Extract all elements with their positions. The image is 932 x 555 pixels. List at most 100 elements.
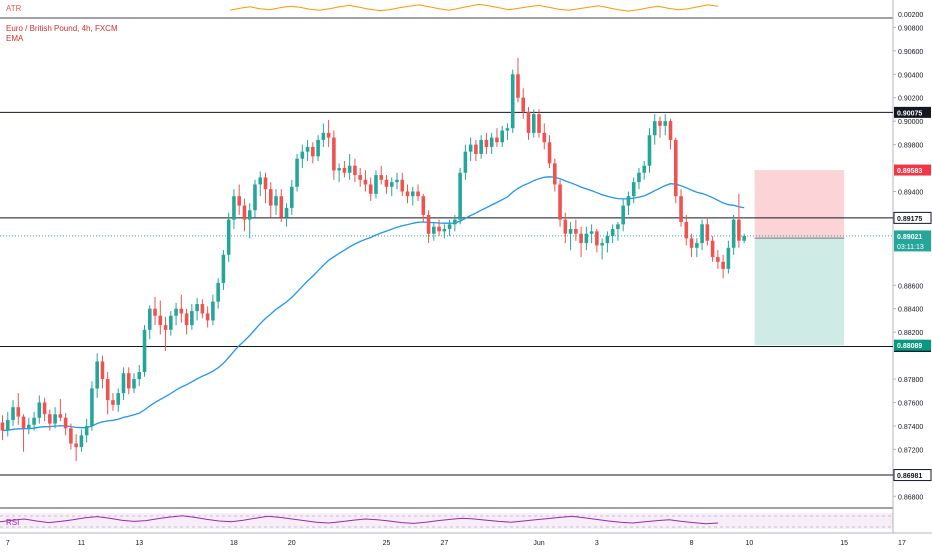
atr-legend: ATR (6, 4, 22, 13)
level-tag-3-bg (893, 469, 932, 482)
candle-83 (437, 219, 441, 237)
candle-body (474, 144, 478, 154)
candle-71 (374, 170, 378, 199)
rsi-line (0, 515, 719, 525)
date-label: 11 (78, 540, 85, 547)
candle-95 (500, 125, 504, 147)
candle-134 (705, 217, 710, 246)
level-tag-3[interactable]: 0.86981 (893, 469, 932, 482)
candle-body (247, 210, 252, 220)
candle-88 (463, 144, 468, 180)
candle-61 (321, 123, 326, 147)
candle-body (453, 219, 457, 225)
candle-body (184, 313, 189, 326)
target-price-tag-bg (894, 339, 931, 351)
candle-74 (389, 177, 394, 197)
ema-legend: EMA (6, 34, 24, 43)
candle-43 (226, 212, 231, 262)
stop-price-tag[interactable]: 0.89583 (894, 164, 931, 176)
candle-44 (232, 189, 236, 230)
target-price-tag[interactable]: 0.88089 (894, 339, 931, 351)
candle-122 (642, 161, 647, 180)
candle-38 (200, 299, 205, 319)
candle-body (53, 414, 57, 424)
candle-57 (300, 144, 305, 169)
price-tick-label: 0.88200 (898, 330, 923, 337)
candle-body (5, 420, 10, 431)
candle-0 (0, 415, 5, 441)
candle-87 (458, 168, 462, 225)
candle-114 (600, 238, 604, 260)
candle-body (716, 257, 720, 262)
candle-body (84, 425, 89, 436)
candle-body (468, 144, 473, 152)
candle-body (616, 224, 620, 230)
price-tick-label: 0.90200 (898, 96, 923, 103)
candle-20 (105, 372, 110, 415)
candle-body (621, 205, 625, 225)
candle-18 (95, 353, 99, 398)
take-profit-zone[interactable] (754, 238, 845, 346)
candle-25 (132, 373, 136, 394)
candle-73 (384, 175, 389, 194)
candle-body (363, 179, 368, 185)
candle-body (63, 417, 68, 429)
date-label: 10 (746, 540, 754, 547)
date-label: 18 (230, 540, 238, 547)
candle-body (305, 146, 310, 152)
candle-body (421, 196, 426, 215)
date-axis[interactable]: 7 11 13 18 20 25 27 Jun 3 8 10 15 17 (6, 540, 906, 547)
candle-80 (421, 193, 426, 222)
level-tag-1[interactable]: 0.89175 (893, 211, 932, 224)
candle-body (42, 402, 47, 415)
candle-body (442, 229, 447, 232)
date-label: Jun (533, 540, 544, 547)
candle-78 (410, 186, 415, 206)
candle-110 (579, 226, 583, 258)
candle-111 (584, 226, 589, 251)
candle-body (0, 422, 5, 431)
candle-body (705, 224, 710, 241)
candle-body (647, 135, 652, 166)
price-axis[interactable]: 0.90800 0.90600 0.90400 0.90200 0.90000 0.898… (893, 12, 932, 501)
candle-119 (626, 191, 631, 215)
candle-31 (163, 316, 168, 351)
short-position-tool[interactable] (754, 170, 845, 346)
candle-37 (195, 298, 199, 321)
stop-loss-zone[interactable] (754, 170, 845, 239)
candle-121 (637, 168, 641, 190)
current-price-tag[interactable]: 0.89021 03:11:13 (894, 230, 931, 252)
date-label: 8 (690, 540, 694, 547)
candle-body (205, 313, 210, 321)
candle-body (111, 400, 115, 405)
candle-body (342, 168, 347, 173)
candle-body (79, 435, 84, 448)
candle-body (526, 111, 531, 133)
candle-11 (58, 398, 63, 422)
candle-body (416, 191, 420, 197)
candle-body (121, 373, 126, 394)
candle-13 (69, 423, 73, 450)
candle-body (253, 184, 257, 211)
candle-body (142, 329, 147, 373)
candle-104 (547, 135, 552, 169)
candle-body (48, 414, 52, 424)
price-tick-label: 0.87400 (898, 424, 923, 431)
level-tag-0[interactable]: 0.90075 (894, 106, 931, 118)
candle-33 (174, 302, 178, 326)
candle-54 (284, 203, 289, 227)
candle-6 (32, 411, 36, 431)
candle-body (74, 443, 78, 448)
candle-129 (679, 189, 683, 227)
candle-92 (484, 132, 489, 154)
candle-body (689, 238, 694, 248)
candle-130 (684, 214, 689, 246)
candle-135 (710, 236, 715, 262)
candle-body (200, 304, 205, 314)
candle-body (321, 132, 326, 140)
candle-body (358, 175, 362, 180)
candle-64 (337, 163, 341, 183)
